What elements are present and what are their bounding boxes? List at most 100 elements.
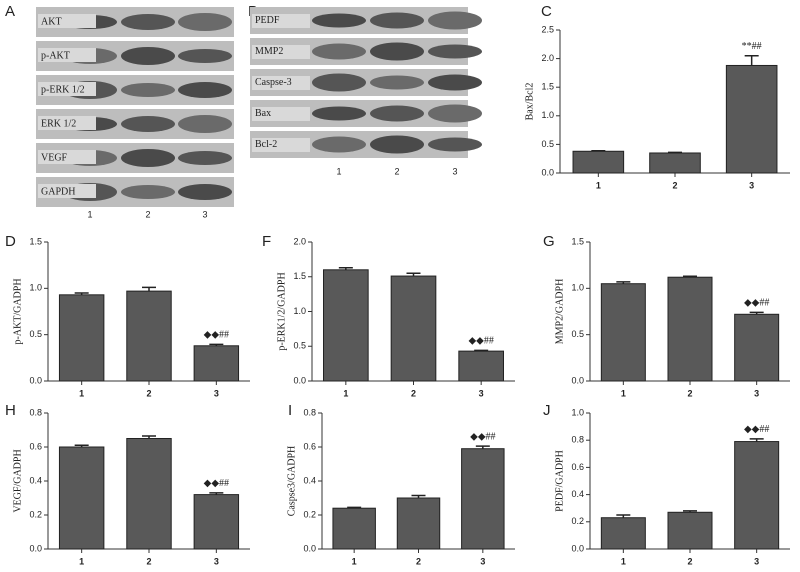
- x-tick-label: 1: [79, 388, 84, 398]
- error-bar: [668, 151, 682, 154]
- significance-label: ◆◆##: [468, 336, 493, 347]
- bar: [126, 438, 172, 550]
- bar: [600, 517, 646, 550]
- y-tick-label: 2.0: [541, 53, 554, 63]
- blot-band: [370, 42, 424, 61]
- error-bar: [749, 311, 764, 315]
- y-tick-label: 0.5: [29, 329, 42, 339]
- y-tick-label: 0.5: [541, 139, 554, 149]
- bar: [572, 150, 625, 174]
- bar: [600, 283, 646, 382]
- bar: [126, 290, 172, 382]
- blot-band: [312, 136, 366, 153]
- error-bar: [142, 435, 156, 439]
- blot-band: [370, 12, 424, 29]
- x-tick-label: 1: [621, 388, 626, 398]
- blot-label-bg: [252, 76, 310, 90]
- bar: [667, 276, 713, 382]
- x-tick-label: 3: [754, 388, 759, 398]
- y-tick-label: 0.0: [541, 167, 554, 177]
- y-axis-label: VEGF/GADPH: [12, 449, 23, 512]
- y-tick-label: 0.2: [571, 516, 584, 526]
- blot-band: [121, 149, 175, 167]
- lane-label: 2: [394, 166, 399, 176]
- x-tick-label: 2: [687, 388, 692, 398]
- x-tick-label: 2: [416, 556, 421, 566]
- bar: [461, 448, 505, 550]
- y-tick-label: 0.4: [303, 475, 316, 485]
- panel-letter: A: [5, 3, 15, 20]
- blot-band: [178, 13, 232, 31]
- y-axis-label: p-AKT/GADPH: [12, 278, 23, 344]
- lane-label: 3: [202, 209, 207, 219]
- y-tick-label: 0.5: [571, 329, 584, 339]
- blot-band: [121, 185, 175, 199]
- error-bar: [209, 343, 224, 346]
- x-tick-label: 1: [352, 556, 357, 566]
- blot-band: [312, 43, 366, 60]
- blot-label-bg: [38, 14, 96, 28]
- x-tick-label: 2: [687, 556, 692, 566]
- x-tick-label: 3: [479, 388, 484, 398]
- y-tick-label: 1.0: [293, 306, 306, 316]
- significance-label: ◆◆##: [204, 478, 229, 489]
- blot-label-bg: [252, 45, 310, 59]
- blot-band: [428, 104, 482, 123]
- blot-row-label: MMP2: [255, 46, 283, 57]
- error-bar: [683, 510, 697, 513]
- x-tick-label: 2: [146, 556, 151, 566]
- blot-band: [121, 83, 175, 97]
- bar: [734, 441, 780, 550]
- x-tick-label: 1: [79, 556, 84, 566]
- panel-letter: G: [543, 233, 555, 250]
- blot-band: [121, 116, 175, 132]
- y-tick-label: 0.0: [29, 543, 42, 553]
- blot-row-label: GAPDH: [41, 186, 75, 197]
- x-tick-label: 3: [749, 180, 754, 190]
- panel-letter: D: [5, 233, 16, 250]
- y-tick-label: 0.0: [571, 543, 584, 553]
- blot-band: [121, 14, 175, 30]
- y-tick-label: 1.0: [571, 407, 584, 417]
- bar: [725, 64, 778, 174]
- blot-band: [178, 82, 232, 98]
- lane-label: 1: [336, 166, 341, 176]
- blot-band: [178, 151, 232, 165]
- y-tick-label: 0.8: [303, 407, 316, 417]
- x-tick-label: 3: [754, 556, 759, 566]
- blot-band: [428, 11, 482, 30]
- panel-letter: F: [262, 233, 271, 250]
- blot-band: [428, 44, 482, 59]
- y-axis-label: Bax/Bcl2: [524, 83, 535, 121]
- error-bar: [142, 286, 156, 292]
- significance-label: ◆◆##: [744, 424, 769, 435]
- error-bar: [616, 514, 631, 518]
- y-tick-label: 1.0: [541, 110, 554, 120]
- bar: [332, 507, 376, 550]
- y-axis-label: p-ERK1/2/GADPH: [276, 272, 287, 350]
- panel-letter: I: [288, 402, 292, 419]
- y-axis-label: MMP2/GADPH: [554, 279, 565, 345]
- y-tick-label: 0.8: [571, 435, 584, 445]
- y-tick-label: 0.0: [303, 543, 316, 553]
- y-tick-label: 0.0: [571, 375, 584, 385]
- bar: [458, 350, 504, 382]
- blot-label-bg: [252, 107, 310, 121]
- blot-row-label: ERK 1/2: [41, 118, 76, 129]
- error-bar: [683, 275, 697, 278]
- blot-band: [312, 73, 366, 92]
- error-bar: [347, 506, 362, 509]
- y-tick-label: 0.0: [293, 375, 306, 385]
- error-bar: [406, 272, 421, 277]
- significance-label: **##: [742, 41, 762, 52]
- blot-row-label: p-ERK 1/2: [41, 84, 85, 95]
- x-tick-label: 2: [672, 180, 677, 190]
- y-tick-label: 0.4: [571, 489, 584, 499]
- bar: [667, 511, 713, 550]
- bar: [734, 313, 780, 382]
- y-tick-label: 1.0: [29, 283, 42, 293]
- error-bar: [74, 292, 89, 295]
- x-tick-label: 2: [146, 388, 151, 398]
- blot-band: [178, 115, 232, 133]
